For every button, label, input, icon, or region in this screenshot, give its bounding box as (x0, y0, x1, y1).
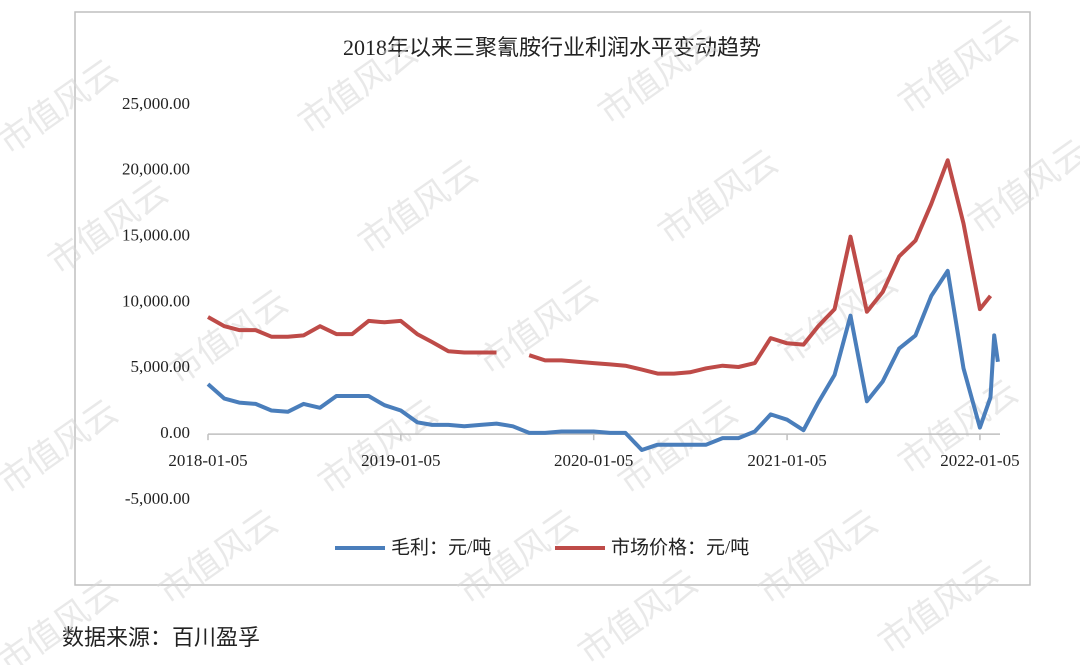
watermark: 市值风云 (312, 393, 445, 502)
watermark: 市值风云 (0, 573, 125, 665)
y-tick-label: 25,000.00 (122, 94, 190, 113)
watermark: 市值风云 (752, 503, 885, 612)
y-tick-label: 5,000.00 (131, 357, 191, 376)
legend-label: 市场价格：元/吨 (611, 536, 749, 558)
watermark: 市值风云 (152, 503, 285, 612)
y-tick-label: 10,000.00 (122, 291, 190, 310)
watermark: 市值风云 (352, 153, 485, 262)
x-tick-label: 2020-01-05 (554, 451, 633, 470)
watermark: 市值风云 (652, 143, 785, 252)
watermark: 市值风云 (572, 563, 705, 665)
y-tick-label: 0.00 (160, 423, 190, 442)
x-tick-label: 2019-01-05 (361, 451, 440, 470)
watermark: 市值风云 (0, 393, 125, 502)
x-tick-label: 2022-01-05 (940, 451, 1019, 470)
x-tick-label: 2021-01-05 (747, 451, 826, 470)
y-tick-label: 20,000.00 (122, 160, 190, 179)
watermark: 市值风云 (0, 53, 125, 162)
chart-title: 2018年以来三聚氰胺行业利润水平变动趋势 (343, 35, 761, 60)
watermark: 市值风云 (612, 393, 745, 502)
data-line (206, 268, 1000, 452)
watermark: 市值风云 (472, 273, 605, 382)
y-tick-label: -5,000.00 (125, 489, 190, 508)
x-tick-label: 2018-01-05 (168, 451, 247, 470)
chart-border (74, 11, 1031, 586)
watermark: 市值风云 (962, 133, 1080, 242)
watermark: 市值风云 (872, 553, 1005, 662)
y-tick-label: 15,000.00 (122, 226, 190, 245)
legend-label: 毛利：元/吨 (391, 536, 491, 558)
watermark: 市值风云 (892, 13, 1025, 122)
source-note: 数据来源：百川盈孚 (62, 625, 260, 650)
